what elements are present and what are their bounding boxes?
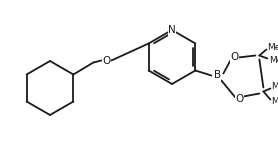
- Text: O: O: [235, 94, 244, 105]
- Text: O: O: [102, 56, 111, 65]
- Text: Me: Me: [267, 43, 278, 52]
- Text: B: B: [214, 70, 221, 81]
- Text: Me: Me: [269, 56, 278, 65]
- Text: Me: Me: [271, 82, 278, 91]
- Text: O: O: [230, 53, 239, 62]
- Text: Me: Me: [271, 97, 278, 106]
- Text: N: N: [168, 25, 176, 35]
